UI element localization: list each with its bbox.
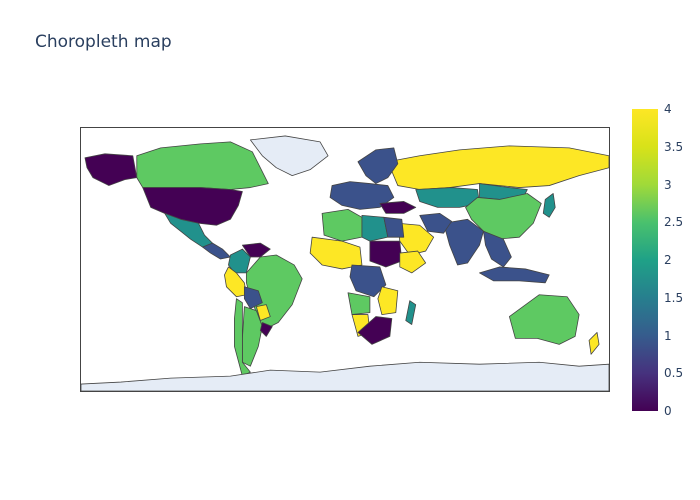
country-paraguay[interactable] bbox=[255, 304, 271, 321]
country-south-africa[interactable] bbox=[357, 316, 393, 345]
colorbar-tick-label: 0 bbox=[664, 404, 672, 418]
country-mozambique[interactable] bbox=[377, 286, 399, 315]
colorbar-tick-label: 1.5 bbox=[664, 290, 684, 305]
country-alaska[interactable] bbox=[84, 153, 138, 186]
country-japan[interactable] bbox=[542, 193, 556, 218]
country-china[interactable] bbox=[465, 193, 542, 240]
country-sudan[interactable] bbox=[369, 240, 403, 268]
country-greenland[interactable] bbox=[249, 135, 329, 177]
country-antarctica[interactable] bbox=[81, 361, 609, 391]
colorbar-tick-label: 2.5 bbox=[664, 215, 684, 230]
colorbar bbox=[632, 109, 658, 411]
country-madagascar[interactable] bbox=[405, 300, 417, 325]
country-russia[interactable] bbox=[387, 145, 609, 190]
colorbar-tick-label: 3.5 bbox=[664, 139, 684, 154]
country-egypt[interactable] bbox=[383, 216, 405, 238]
country-western-europe[interactable] bbox=[329, 181, 395, 210]
country-australia[interactable] bbox=[508, 294, 580, 345]
country-angola[interactable] bbox=[347, 292, 371, 315]
country-scandinavia[interactable] bbox=[357, 147, 399, 184]
country-iran[interactable] bbox=[419, 212, 452, 234]
country-peru[interactable] bbox=[224, 266, 247, 298]
colorbar-tick-label: 3 bbox=[664, 177, 672, 192]
country-libya[interactable] bbox=[361, 214, 389, 242]
country-west-africa[interactable] bbox=[309, 236, 363, 270]
chart-title: Choropleth map bbox=[35, 32, 172, 52]
country-united-states[interactable] bbox=[142, 187, 243, 226]
country-canada[interactable] bbox=[136, 141, 269, 190]
country-turkey[interactable] bbox=[379, 201, 417, 214]
colorbar-tick-label: 1 bbox=[664, 328, 672, 343]
colorbar-tick-label: 4 bbox=[664, 102, 672, 116]
country-new-zealand[interactable] bbox=[588, 332, 600, 355]
country-chile[interactable] bbox=[234, 298, 251, 377]
colorbar-ticks: 0 0.5 1 1.5 2 2.5 3 3.5 4 bbox=[664, 103, 694, 417]
country-algeria[interactable] bbox=[321, 208, 363, 242]
country-indonesia[interactable] bbox=[479, 266, 550, 284]
map-frame[interactable] bbox=[80, 127, 610, 392]
world-map[interactable] bbox=[81, 128, 609, 391]
country-india[interactable] bbox=[443, 218, 484, 266]
country-ethiopia[interactable] bbox=[399, 250, 427, 274]
colorbar-tick-label: 2 bbox=[664, 253, 672, 267]
country-uruguay[interactable] bbox=[259, 322, 273, 337]
colorbar-tick-label: 0.5 bbox=[664, 366, 684, 381]
country-bolivia[interactable] bbox=[243, 286, 263, 310]
country-central-america[interactable] bbox=[202, 242, 231, 260]
country-venezuela[interactable] bbox=[241, 242, 271, 258]
country-dr-congo[interactable] bbox=[349, 264, 387, 298]
